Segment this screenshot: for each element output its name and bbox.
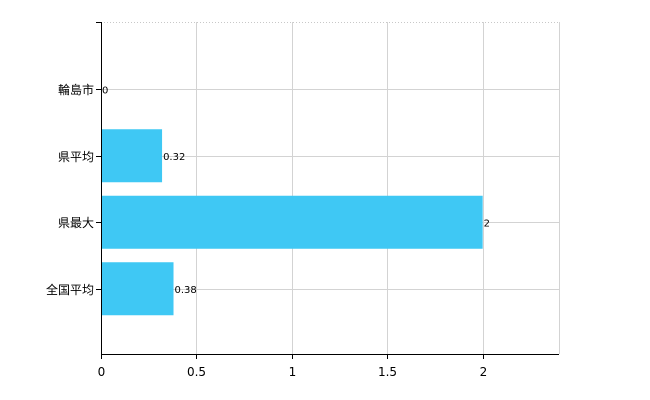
x-tick-label: 2: [480, 365, 488, 379]
x-tick-label: 0: [98, 365, 106, 379]
y-tick-label: 県平均: [58, 150, 94, 164]
y-tick-label: 県最大: [58, 216, 94, 230]
x-tick-label: 0.5: [187, 365, 206, 379]
x-tick-label: 1.5: [378, 365, 397, 379]
axes: [96, 22, 559, 359]
data-label: 0.38: [175, 285, 197, 296]
bars: [101, 129, 483, 316]
x-tick-label: 1: [289, 365, 297, 379]
bar: [101, 262, 174, 316]
bar: [101, 195, 483, 249]
y-tick-label: 全国平均: [46, 282, 94, 297]
data-label: 2: [484, 218, 490, 229]
data-label: 0.32: [163, 152, 185, 163]
data-label: 0: [102, 85, 108, 96]
y-tick-label: 輪島市: [58, 82, 94, 97]
bar: [101, 129, 163, 183]
